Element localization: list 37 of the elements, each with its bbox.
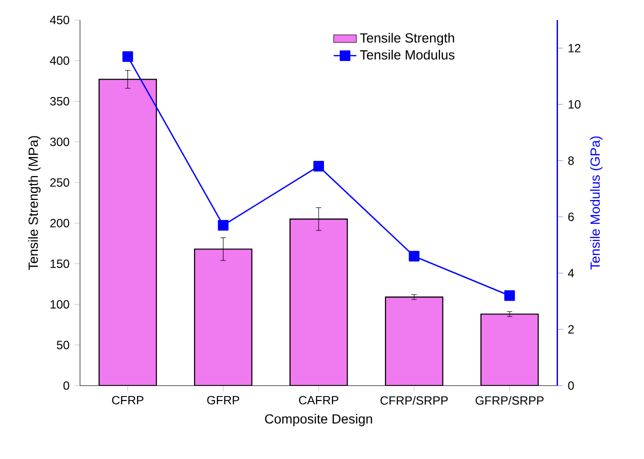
bar [98,78,157,386]
y-tick-label: 150 [50,260,70,268]
bar [384,296,444,386]
y-tick-label: 100 [50,300,70,309]
x-tick-label: CAFRP [299,396,338,404]
y-tick-label: 450 [50,16,70,24]
y-tick-label: 250 [50,178,70,187]
y-tick-label: 50 [56,340,70,350]
y2-tick-label: 4 [568,269,574,278]
bar [194,248,252,386]
bar [480,314,539,386]
x-tick-label: GFRP [207,396,240,404]
y2-tick-label: 2 [568,325,574,334]
y2-tick-label: 12 [568,44,580,52]
y-tick-label: 0 [63,381,70,390]
y2-tick-label: 6 [568,212,574,222]
y2-tick-label: 0 [568,381,574,390]
y-tick-label: 300 [50,138,70,146]
y2-axis-title: Tensile Modulus (GPa) [590,136,602,270]
x-tick-label: CFRP/SRPP [380,396,448,405]
y-tick-label: 200 [50,218,70,228]
y-axis-title: Tensile Strength (MPa) [28,136,41,270]
legend-label: Tensile Strength [360,32,454,46]
x-tick-label: GFRP/SRPP [476,396,544,405]
point [122,51,134,62]
y2-tick-label: 8 [568,156,574,165]
x-axis-title: Composite Design [265,414,372,426]
y-tick-label: 350 [50,97,70,106]
point [218,220,229,231]
legend-label: Tensile Modulus [360,50,454,60]
x-tick-label: CFRP [112,396,144,404]
y2-tick-label: 10 [568,100,581,109]
point [504,290,515,301]
point [313,160,324,172]
point [408,250,420,262]
bar [289,218,348,386]
y-tick-label: 400 [50,56,70,65]
